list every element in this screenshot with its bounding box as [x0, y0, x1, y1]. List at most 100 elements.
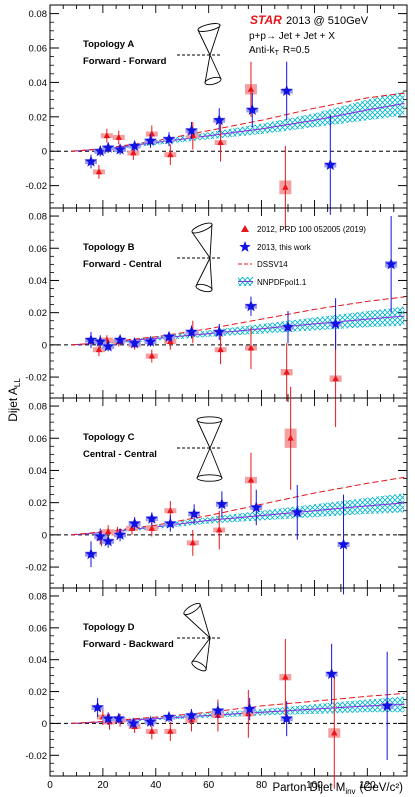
this2013-point [213, 325, 226, 337]
y-tick-label: 0.06 [29, 44, 48, 55]
run-label: 2013 @ 510GeV [286, 15, 369, 27]
x-axis-title: Parton Dijet Minv (GeV/c²) [272, 782, 403, 796]
y-tick-label: 0.08 [29, 402, 48, 413]
this2013-point [213, 114, 226, 126]
dssv-curve [71, 92, 405, 152]
y-tick-label: 0 [42, 530, 47, 541]
panel-title: Topology D [83, 622, 135, 633]
nnpdf-curve [71, 703, 405, 724]
y-tick-label: 0.04 [29, 78, 48, 89]
x-axis-label-sub: inv [345, 787, 355, 796]
y-tick-label: -0.02 [25, 373, 47, 384]
this2013-point [163, 710, 175, 723]
prd2012-point [167, 507, 174, 514]
this2013-point [102, 712, 115, 724]
x-tick-label: 80 [256, 780, 268, 791]
prd2012-point [115, 133, 122, 140]
svg-text:Dijet ALL: Dijet ALL [6, 378, 22, 422]
panel-d: -0.02 0 0.02 0.04 0.06 0.08 Topology D Forward … [25, 587, 408, 789]
panel-title: Topology A [83, 39, 134, 50]
this2013-point [250, 501, 263, 513]
this2013-point [144, 715, 157, 727]
this2013-point [246, 103, 259, 115]
nnpdf-curve [71, 103, 405, 152]
topology-cone-icon [177, 222, 222, 293]
this2013-point [282, 320, 294, 333]
prd2012-point [130, 149, 137, 156]
panel-frame [49, 397, 408, 589]
y-tick-label: 0.08 [29, 9, 48, 20]
this2013-point [385, 258, 398, 270]
y-axis-title: Dijet ALL [6, 378, 22, 422]
experiment-label: STAR [250, 13, 282, 27]
this2013-point [188, 507, 201, 519]
y-tick-label: 0 [42, 147, 47, 158]
prd2012-point [148, 524, 156, 531]
this2013-point [245, 300, 257, 312]
y-tick-label: -0.02 [25, 181, 47, 192]
this2013-point [112, 712, 125, 724]
prd2012-point [95, 346, 103, 353]
y-tick-label: -0.02 [25, 563, 47, 574]
y-tick-label: 0.04 [29, 655, 48, 666]
this2013-point [185, 124, 198, 136]
y-tick-label: 0.06 [29, 244, 48, 255]
y-tick-label: 0 [42, 719, 47, 730]
this2013-point [128, 517, 141, 529]
this2013-point [163, 132, 175, 145]
y-tick-label: -0.02 [25, 751, 47, 762]
panel-subtitle: Forward - Central [83, 259, 162, 270]
x-tick-label: 100 [306, 780, 323, 791]
this2013-point [128, 337, 141, 349]
prd2012-point [167, 338, 174, 345]
prd2012-point [331, 729, 338, 736]
y-tick-label: 0.04 [29, 276, 48, 287]
topology-cone-icon [177, 416, 223, 482]
this2013-point [91, 701, 104, 713]
legend-label-prd2012: 2012, PRD 100 052005 (2019) [257, 225, 366, 234]
dssv-curve [71, 296, 405, 346]
nnpdf-band [71, 696, 405, 724]
x-tick-label: 0 [47, 780, 53, 791]
this2013-point [163, 330, 175, 342]
panels: -0.02 0 0.02 0.04 0.06 0.08 Topology A Forward … [25, 4, 408, 791]
this2013-point [185, 325, 198, 337]
legend-label-nnpdf: NNPDFpol1.1 [257, 278, 307, 287]
this2013-point [85, 155, 97, 167]
this2013-point [144, 335, 157, 347]
y-axis-label-sub: LL [13, 378, 22, 387]
y-tick-label: 0.06 [29, 434, 48, 445]
y-tick-label: 0.06 [29, 623, 48, 634]
topology-cone-icon [177, 602, 222, 672]
this2013-point [324, 158, 337, 171]
legend-label-dssv: DSSV14 [257, 260, 288, 269]
this2013-point [329, 317, 342, 329]
prd2012-point [167, 151, 174, 158]
panel-subtitle: Forward - Backward [83, 639, 174, 650]
this2013-point [280, 712, 293, 724]
prd2012-point [216, 526, 223, 533]
algorithm-sub: T [275, 50, 280, 57]
legend-marker-prd2012 [241, 225, 249, 232]
this2013-point [381, 699, 394, 711]
panel-frame [49, 207, 408, 399]
y-tick-label: 0.02 [29, 308, 48, 319]
prd2012-point [283, 368, 290, 375]
x-axis-label: Parton Dijet M [272, 782, 345, 794]
prd2012-point [104, 528, 112, 535]
this2013-point [102, 141, 115, 153]
panel-c: -0.02 0 0.02 0.04 0.06 0.08 Topology C Central … [25, 386, 408, 595]
this2013-point [128, 139, 141, 152]
panel-title: Topology B [83, 242, 135, 253]
algorithm-radius: R=0.5 [283, 45, 310, 56]
panel-subtitle: Central - Central [83, 449, 157, 460]
prd2012-point [247, 476, 255, 483]
prd2012-point [148, 727, 156, 734]
this2013-point [325, 667, 338, 680]
panel-subtitle: Forward - Forward [83, 56, 167, 67]
algorithm-name: Anti-k [249, 45, 276, 56]
this2013-point [94, 145, 107, 157]
prd2012-point [247, 344, 255, 351]
this2013-point [145, 512, 158, 524]
